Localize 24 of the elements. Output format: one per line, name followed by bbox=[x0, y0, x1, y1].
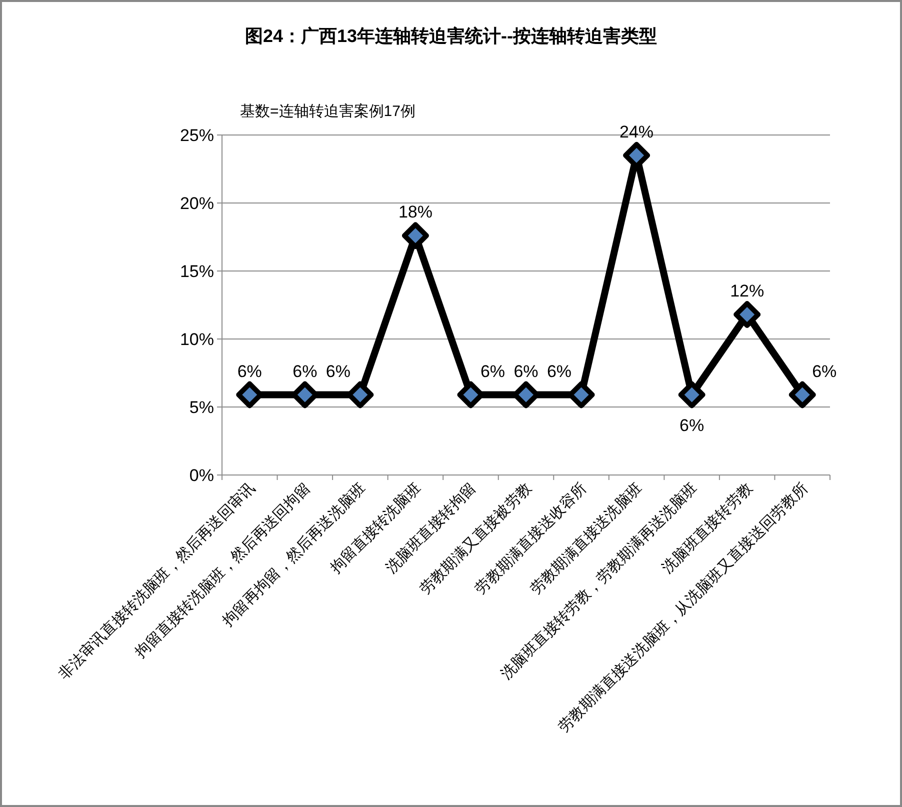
y-tick-label: 20% bbox=[180, 194, 214, 213]
point bbox=[512, 381, 540, 408]
y-tick-label: 25% bbox=[180, 126, 214, 145]
y-tick-label: 10% bbox=[180, 330, 214, 349]
y-tick-label: 5% bbox=[189, 398, 214, 417]
text: 基数=连轴转迫害案例17例 bbox=[240, 103, 416, 120]
data-label: 6% bbox=[546, 362, 572, 381]
y-tick-label: 15% bbox=[180, 262, 214, 281]
point bbox=[734, 301, 761, 328]
data-label: 18% bbox=[398, 202, 432, 222]
data-label: 6% bbox=[514, 362, 538, 381]
data-label: 6% bbox=[292, 362, 318, 381]
point bbox=[788, 381, 816, 408]
y-tick-label: 0% bbox=[189, 466, 214, 485]
data-label: 6% bbox=[680, 416, 704, 435]
point bbox=[402, 222, 429, 250]
data-label: 24% bbox=[620, 122, 654, 142]
data-label: 6% bbox=[237, 362, 262, 381]
data-label: 6% bbox=[812, 362, 837, 381]
point bbox=[678, 381, 706, 408]
data-label: 6% bbox=[480, 362, 506, 381]
data-label: 12% bbox=[730, 282, 764, 301]
chart-title: 图24：广西13年连轴转迫害统计--按连轴转迫害类型 bbox=[244, 26, 658, 46]
data-label: 6% bbox=[326, 362, 350, 381]
